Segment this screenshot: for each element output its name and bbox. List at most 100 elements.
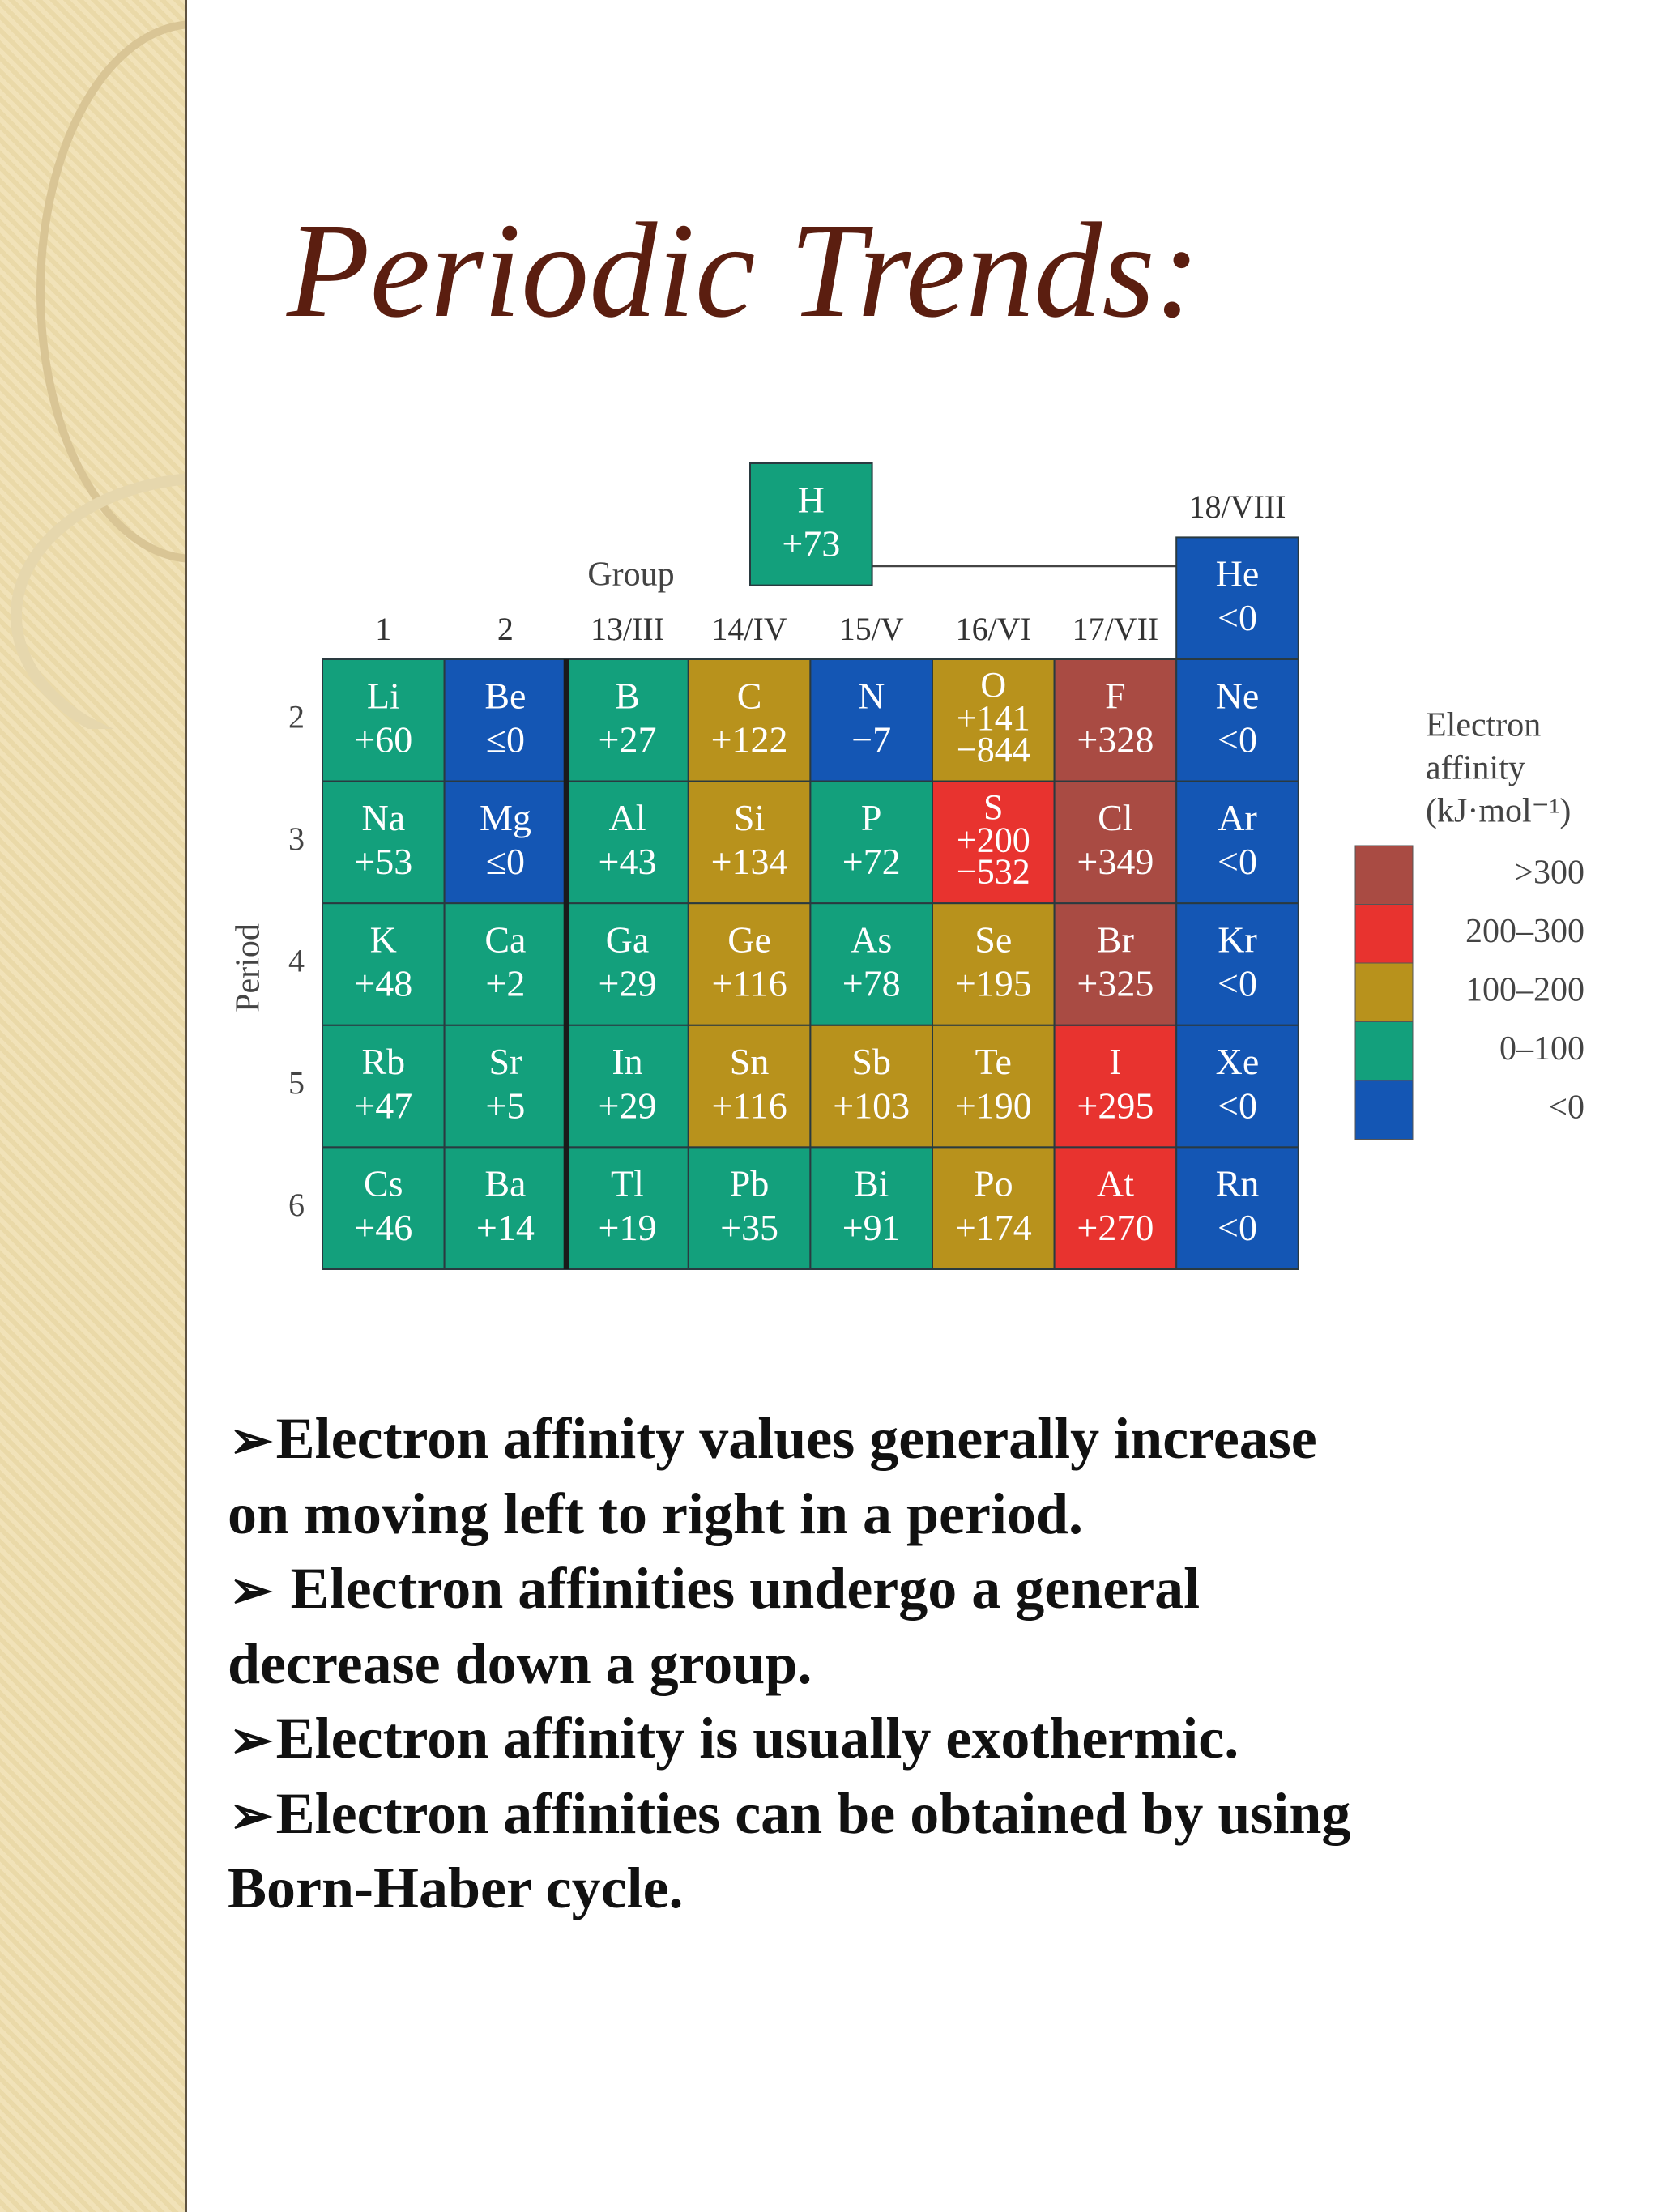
- electron-affinity: +47: [354, 1085, 412, 1126]
- bullet-line: Electron affinities can be obtained by u…: [229, 1776, 1351, 1852]
- element-cell: [1175, 658, 1299, 782]
- electron-affinity: +2: [485, 963, 525, 1004]
- element-symbol: O: [980, 665, 1006, 705]
- element-cell: [1053, 1146, 1178, 1271]
- element-cell: [1175, 902, 1299, 1026]
- electron-affinity: +35: [720, 1207, 778, 1248]
- electron-affinity: +134: [711, 841, 788, 882]
- electron-affinity: +29: [599, 1085, 657, 1126]
- element-symbol: N: [858, 675, 885, 716]
- element-symbol: As: [851, 918, 892, 960]
- element-cell: [932, 780, 1056, 905]
- legend-title: (kJ·mol⁻¹): [1426, 793, 1571, 830]
- bullet: Electron affinity values generally incre…: [228, 1401, 1350, 1551]
- element-cell: [443, 780, 568, 905]
- group-label: 17/VII: [1073, 611, 1159, 647]
- element-cell: [322, 780, 446, 905]
- element-cell: [687, 1024, 812, 1149]
- element-cell: [443, 658, 568, 782]
- element-symbol: Ge: [727, 918, 771, 960]
- element-symbol: Be: [484, 675, 526, 716]
- element-symbol: Ar: [1218, 797, 1257, 838]
- element-cell: [809, 902, 934, 1026]
- bullet-line: Electron affinities undergo a general: [229, 1551, 1350, 1626]
- element-cell: [565, 1146, 689, 1271]
- element-symbol: Na: [361, 797, 405, 838]
- bullet-line: Born-Haber cycle.: [228, 1856, 684, 1920]
- element-symbol: C: [737, 675, 762, 716]
- element-symbol: Mg: [480, 797, 531, 838]
- periodic-table: H+73He<02Li+60Be≤0B+27C+122N−7O+141−844F…: [230, 462, 1584, 1271]
- element-symbol: He: [1216, 553, 1260, 595]
- electron-affinity: +46: [354, 1207, 412, 1248]
- electron-affinity: +200: [957, 820, 1030, 859]
- electron-affinity: <0: [1218, 963, 1257, 1004]
- electron-affinity: −844: [957, 730, 1030, 769]
- element-cell: [809, 780, 934, 905]
- bullet: Electron affinities can be obtained by u…: [228, 1776, 1351, 1926]
- element-symbol: Pb: [730, 1163, 770, 1204]
- legend-label: <0: [1548, 1089, 1584, 1127]
- element-symbol: S: [983, 787, 1003, 827]
- electron-affinity: +122: [711, 718, 788, 760]
- period-label: 3: [288, 820, 305, 857]
- legend-swatch: [1354, 962, 1414, 1022]
- period-label: 4: [288, 943, 305, 979]
- electron-affinity: +48: [354, 963, 412, 1004]
- element-symbol: Cl: [1098, 797, 1132, 838]
- element-cell: [1175, 780, 1299, 905]
- element-symbol: Sb: [851, 1041, 891, 1082]
- electron-affinity: <0: [1218, 718, 1257, 760]
- electron-affinity: +91: [842, 1207, 901, 1248]
- element-symbol: Ne: [1216, 675, 1260, 716]
- legend-label: 200–300: [1465, 913, 1584, 950]
- element-symbol: Sn: [730, 1041, 770, 1082]
- element-symbol: Ba: [484, 1163, 526, 1204]
- electron-affinity: −532: [957, 852, 1030, 892]
- bullet: Electron affinities undergo a generaldec…: [228, 1551, 1350, 1701]
- element-symbol: Te: [975, 1041, 1012, 1082]
- element-symbol: B: [615, 675, 640, 716]
- electron-affinity: +14: [476, 1207, 535, 1248]
- electron-affinity: +60: [354, 718, 412, 760]
- element-symbol: Si: [734, 797, 765, 838]
- legend-swatch: [1354, 845, 1414, 905]
- electron-affinity: +27: [599, 718, 657, 760]
- group-label: 16/VI: [956, 611, 1031, 647]
- bullet-line: Electron affinity values generally incre…: [229, 1401, 1350, 1477]
- bullet-line: decrease down a group.: [228, 1630, 812, 1696]
- electron-affinity: +325: [1077, 963, 1154, 1004]
- group-label: 18/VIII: [1189, 488, 1286, 525]
- legend-swatch: [1354, 1080, 1414, 1140]
- electron-affinity: +349: [1077, 841, 1154, 882]
- element-cell: [1053, 1024, 1178, 1149]
- element-cell: [749, 462, 873, 586]
- electron-affinity: +174: [955, 1207, 1032, 1248]
- electron-affinity: +295: [1077, 1085, 1154, 1126]
- electron-affinity: <0: [1218, 1085, 1257, 1126]
- element-cell: [322, 1024, 446, 1149]
- slide-title: Periodic Trends:: [287, 195, 1201, 346]
- element-cell: [1053, 658, 1178, 782]
- element-symbol: Xe: [1216, 1041, 1260, 1082]
- element-symbol: Tl: [611, 1163, 644, 1204]
- electron-affinity: ≤0: [486, 841, 525, 882]
- electron-affinity: +53: [354, 841, 412, 882]
- element-cell: [932, 1024, 1056, 1149]
- element-symbol: In: [612, 1041, 642, 1082]
- element-cell: [1175, 1146, 1299, 1271]
- element-symbol: Br: [1097, 918, 1134, 960]
- element-cell: [809, 658, 934, 782]
- legend-title: Electron: [1426, 707, 1541, 744]
- element-cell: [1053, 902, 1178, 1026]
- element-symbol: Ga: [606, 918, 650, 960]
- period-caption: Period: [230, 923, 267, 1012]
- element-cell: [443, 902, 568, 1026]
- element-cell: [687, 658, 812, 782]
- bullet-list: Electron affinity values generally incre…: [228, 1401, 1351, 1926]
- element-cell: [932, 1146, 1056, 1271]
- legend-label: >300: [1514, 855, 1584, 892]
- electron-affinity: −7: [851, 718, 891, 760]
- electron-affinity: +270: [1077, 1207, 1154, 1248]
